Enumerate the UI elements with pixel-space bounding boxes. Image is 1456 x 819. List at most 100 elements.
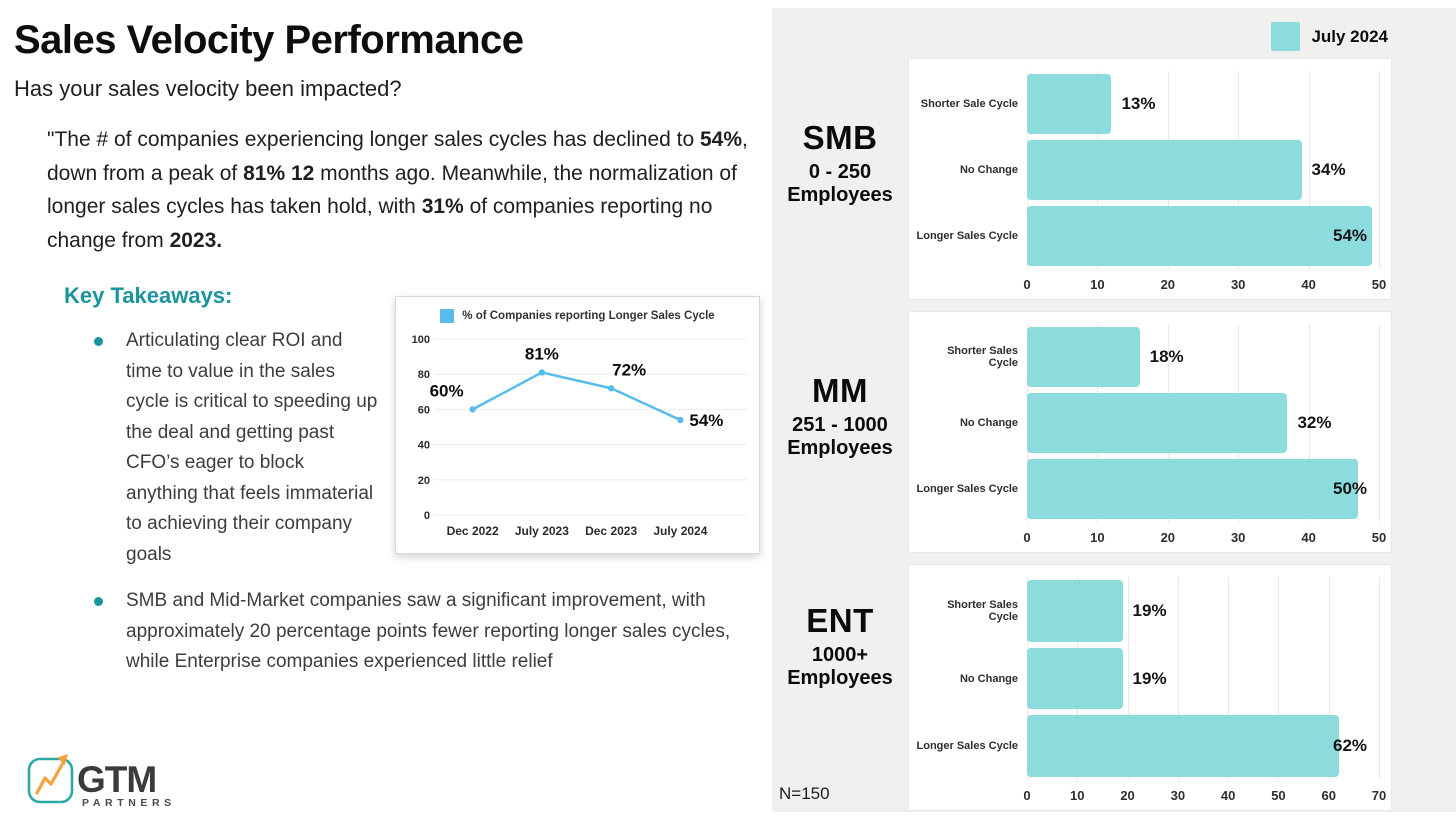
takeaway-text: Articulating clear ROI and time to value…: [126, 330, 378, 565]
segment-range: 1000+: [811, 643, 869, 666]
logo-brand-text: GTM: [77, 759, 156, 800]
bar-category-label: No Change: [959, 164, 1018, 176]
smb-row: SMB 0 - 250 Employees Shorter Sale Cycle…: [772, 58, 1392, 300]
quote-text: "The # of companies experiencing longer …: [47, 128, 748, 252]
gridline: [1379, 71, 1380, 269]
x-axis-tick: 10: [1090, 277, 1105, 292]
y-axis-tick: 60: [418, 404, 430, 416]
bar-row: 62%: [1027, 712, 1379, 780]
bar-value-label: 32%: [1297, 413, 1332, 432]
segment-range: 251 - 1000: [792, 414, 888, 436]
segment-abbr: SMB: [802, 119, 878, 156]
charts-panel: July 2024 SMB 0 - 250 Employees Shorter …: [772, 8, 1456, 812]
trend-chart-legend: % of Companies reporting Longer Sales Cy…: [406, 305, 749, 327]
point-value-label: 72%: [612, 360, 646, 379]
bullet-icon: [94, 597, 103, 606]
trend-line-chart: 0 20 40 60 80 100 Dec 2022 July 2023 Dec 2023 Jul…: [406, 327, 749, 541]
legend-swatch-teal-icon: [1271, 22, 1301, 51]
bar-category-label: Shorter Sale Cycle: [920, 98, 1018, 110]
takeaway-list: Articulating clear ROI and time to value…: [88, 326, 753, 678]
x-axis-tick: 20: [1160, 530, 1176, 545]
x-axis-tick: 10: [1090, 530, 1105, 545]
bar-category-label: Shorter Sales Cycle: [947, 345, 1018, 369]
takeaway-text: SMB and Mid-Market companies saw a signi…: [126, 590, 731, 672]
bar: [1027, 580, 1123, 642]
bar-row: 54%: [1027, 203, 1379, 269]
bar-plot-area: 19% 19% 62%: [1027, 577, 1380, 780]
x-axis-tick: 0: [1023, 788, 1031, 803]
gridline: [1228, 577, 1230, 780]
point-value-label: 54%: [689, 411, 723, 430]
bar-value-label: 19%: [1132, 668, 1167, 688]
sample-size-note: N=150: [779, 784, 830, 803]
bar-row: 19%: [1027, 645, 1379, 713]
logo-graphic: GTM PARTNERS: [27, 754, 171, 809]
gtm-partners-logo: GTM PARTNERS: [26, 744, 186, 815]
bar: [1027, 74, 1112, 134]
gridline: [1177, 577, 1179, 780]
bar-category-label: Longer Sales Cycle: [916, 483, 1019, 495]
july-2024-legend: July 2024: [1271, 22, 1388, 51]
ent-bar-chart: Shorter Sales Cycle No Change Longer Sales…: [908, 564, 1392, 811]
segment-unit: Employees: [787, 437, 893, 459]
x-axis-tick: 50: [1271, 788, 1286, 803]
page-title: Sales Velocity Performance: [14, 18, 524, 62]
smb-bar-chart: Shorter Sale Cycle No Change Longer Sales …: [908, 58, 1392, 300]
bullet-icon: [94, 337, 103, 346]
bar-value-label: 54%: [1333, 226, 1368, 245]
y-axis-tick: 40: [418, 440, 430, 452]
segment-abbr: MM: [812, 372, 868, 409]
bar: [1027, 647, 1123, 710]
x-axis-tick: 10: [1070, 788, 1085, 803]
x-axis-tick: 20: [1120, 788, 1135, 803]
gridline: [1379, 577, 1380, 780]
gridline: [1308, 324, 1310, 522]
legend-swatch-blue-icon: [440, 309, 455, 323]
bar-plot-area: 18% 32% 50%: [1027, 324, 1380, 522]
y-axis-tick: 80: [418, 369, 430, 381]
bar-row: 13%: [1027, 71, 1379, 137]
bar-category-label: No Change: [959, 417, 1018, 429]
bar-value-label: 18%: [1149, 347, 1184, 366]
gridline: [1328, 577, 1330, 780]
bar: [1027, 327, 1140, 387]
bar-value-label: 34%: [1311, 160, 1346, 179]
y-axis-tick: 20: [418, 475, 430, 487]
segment-range: 0 - 250: [808, 161, 872, 183]
bar-plot-area: 13% 34% 54%: [1027, 71, 1380, 269]
line-chart-svg: 0 20 40 60 80 100 Dec 2022 July 2023 Dec 2023 Jul…: [412, 334, 747, 538]
data-point: [607, 385, 615, 392]
data-point: [538, 369, 546, 376]
data-point: [677, 416, 684, 424]
bar-row: 18%: [1027, 324, 1379, 390]
bar-category-label: Longer Sales Cycle: [916, 230, 1019, 242]
gridline: [1308, 71, 1310, 269]
x-axis-tick: 30: [1230, 277, 1246, 292]
bar-value-label: 62%: [1333, 736, 1368, 756]
gridline: [1278, 577, 1280, 780]
y-axis-tick: 0: [424, 510, 430, 522]
gridline: [1127, 577, 1129, 780]
bar-category-label: Longer Sales Cycle: [916, 740, 1019, 753]
point-value-label: 60%: [430, 381, 464, 400]
x-axis-tick: 70: [1371, 788, 1387, 803]
takeaway-item: SMB and Mid-Market companies saw a signi…: [88, 586, 753, 678]
bar-category-label: Shorter Sales Cycle: [947, 598, 1018, 623]
x-axis-tick: 50: [1371, 277, 1387, 292]
segment-label-smb: SMB 0 - 250 Employees: [772, 58, 908, 300]
x-axis-tick: 40: [1301, 277, 1316, 292]
x-axis-tick: 40: [1301, 530, 1316, 545]
bar-row: 32%: [1027, 390, 1379, 456]
logo-arrow-icon: [35, 761, 65, 795]
gridline: [1379, 324, 1380, 522]
x-axis-tick: 50: [1371, 530, 1387, 545]
x-axis-tick: Dec 2022: [447, 524, 499, 538]
logo-arrowhead-icon: [57, 754, 68, 766]
point-value-label: 81%: [525, 344, 559, 363]
bar: [1027, 459, 1358, 519]
trend-chart-card: % of Companies reporting Longer Sales Cy…: [395, 296, 760, 554]
segment-abbr: ENT: [806, 601, 874, 639]
takeaway-item: Articulating clear ROI and time to value…: [88, 326, 753, 570]
ent-row: ENT 1000+ Employees Shorter Sales Cycle N…: [772, 564, 1392, 811]
data-point: [469, 406, 476, 413]
